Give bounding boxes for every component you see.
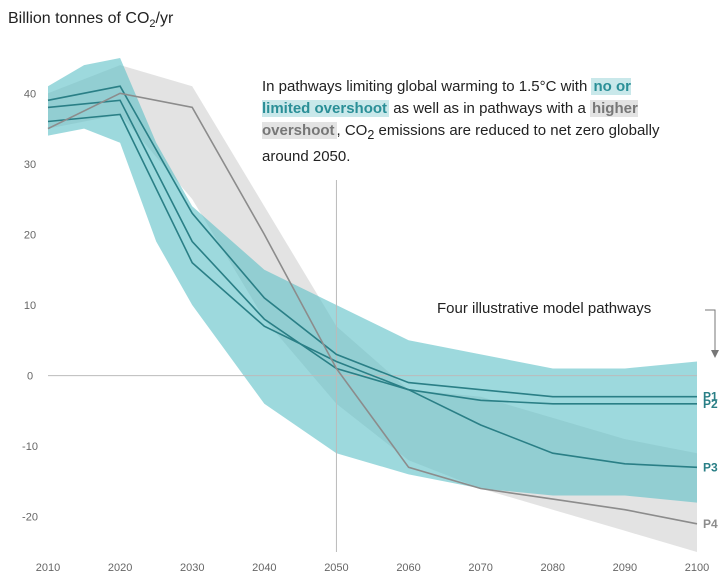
series-line-p2	[47, 99, 697, 405]
series-label-p2: P2	[703, 397, 718, 411]
y-tick-label: -10	[22, 441, 38, 453]
pathways-arrowhead	[711, 350, 719, 358]
x-tick-label: 2030	[180, 562, 204, 574]
x-tick-label: 2100	[685, 562, 709, 574]
pathways-label: Four illustrative model pathways	[437, 300, 652, 317]
pathways-arrow	[705, 309, 716, 352]
chart-annotation: In pathways limiting global warming to 1…	[262, 78, 660, 165]
y-tick-label: 10	[24, 300, 36, 312]
x-tick-label: 2020	[108, 562, 132, 574]
x-tick-label: 2070	[468, 562, 492, 574]
x-tick-label: 2040	[252, 562, 276, 574]
y-axis-title: Billion tonnes of CO2/yr	[8, 10, 174, 31]
x-tick-label: 2090	[613, 562, 637, 574]
series-line-p3	[47, 113, 698, 469]
x-tick-label: 2010	[36, 562, 60, 574]
x-tick-label: 2060	[396, 562, 420, 574]
x-tick-label: 2050	[324, 562, 348, 574]
x-tick-label: 2080	[541, 562, 565, 574]
series-label-p3: P3	[703, 460, 718, 474]
series-line-p4	[47, 92, 698, 525]
y-tick-label: 20	[24, 229, 36, 241]
y-tick-label: 40	[24, 88, 36, 100]
y-tick-label: 0	[27, 371, 33, 383]
y-tick-label: 30	[24, 159, 36, 171]
y-tick-label: -20	[22, 512, 38, 524]
limited-overshoot-range	[48, 58, 697, 503]
series-label-p4: P4	[703, 517, 718, 531]
series-label-p1: P1	[703, 390, 718, 404]
series-line-p1	[47, 85, 697, 398]
